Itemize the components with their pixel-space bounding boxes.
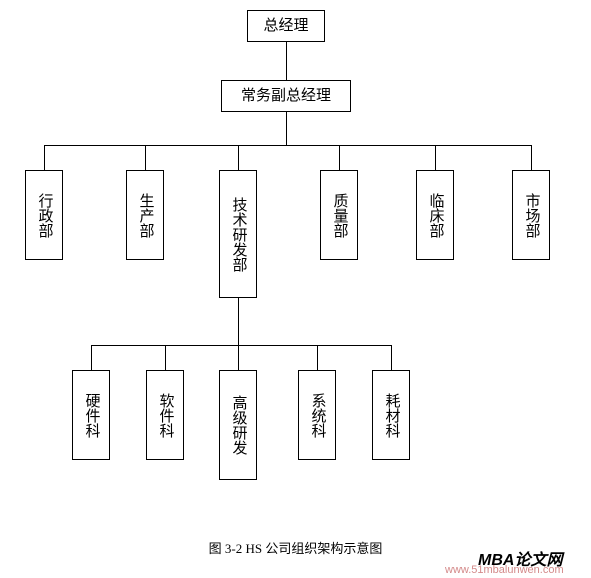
node-label: 总经理: [263, 16, 308, 37]
connector-line: [91, 345, 391, 346]
node-software-section: 软件科: [146, 370, 184, 460]
node-label: 质量部: [329, 193, 350, 238]
connector-line: [286, 112, 287, 145]
connector-line: [339, 145, 340, 170]
node-label: 系统科: [307, 393, 328, 438]
node-marketing-dept: 市场部: [512, 170, 550, 260]
node-label: 行政部: [34, 193, 55, 238]
connector-line: [91, 345, 92, 370]
connector-line: [44, 145, 45, 170]
connector-line: [165, 345, 166, 370]
node-deputy-gm: 常务副总经理: [221, 80, 351, 112]
node-label: 软件科: [155, 393, 176, 438]
node-consumables-section: 耗材科: [372, 370, 410, 460]
node-advanced-rd-section: 高级研发: [219, 370, 257, 480]
node-label: 临床部: [425, 193, 446, 238]
node-label: 常务副总经理: [241, 86, 331, 107]
connector-line: [238, 298, 239, 345]
node-general-manager: 总经理: [247, 10, 325, 42]
node-label: 硬件科: [81, 393, 102, 438]
connector-line: [391, 345, 392, 370]
node-label: 市场部: [521, 193, 542, 238]
node-label: 生产部: [135, 193, 156, 238]
node-admin-dept: 行政部: [25, 170, 63, 260]
connector-line: [238, 145, 239, 170]
node-production-dept: 生产部: [126, 170, 164, 260]
connector-line: [145, 145, 146, 170]
org-chart: 总经理 常务副总经理 行政部 生产部 技术研发部 质量部 临床部 市场部 硬件科…: [0, 0, 591, 578]
node-rd-dept: 技术研发部: [219, 170, 257, 298]
node-label: 高级研发: [228, 395, 249, 455]
node-label: 耗材科: [381, 393, 402, 438]
node-quality-dept: 质量部: [320, 170, 358, 260]
connector-line: [317, 345, 318, 370]
connector-line: [286, 42, 287, 80]
connector-line: [238, 345, 239, 370]
connector-line: [44, 145, 531, 146]
node-hardware-section: 硬件科: [72, 370, 110, 460]
node-system-section: 系统科: [298, 370, 336, 460]
watermark-url: www.51mbalunwen.com: [445, 564, 564, 576]
connector-line: [531, 145, 532, 170]
node-label: 技术研发部: [228, 197, 249, 272]
node-clinical-dept: 临床部: [416, 170, 454, 260]
connector-line: [435, 145, 436, 170]
